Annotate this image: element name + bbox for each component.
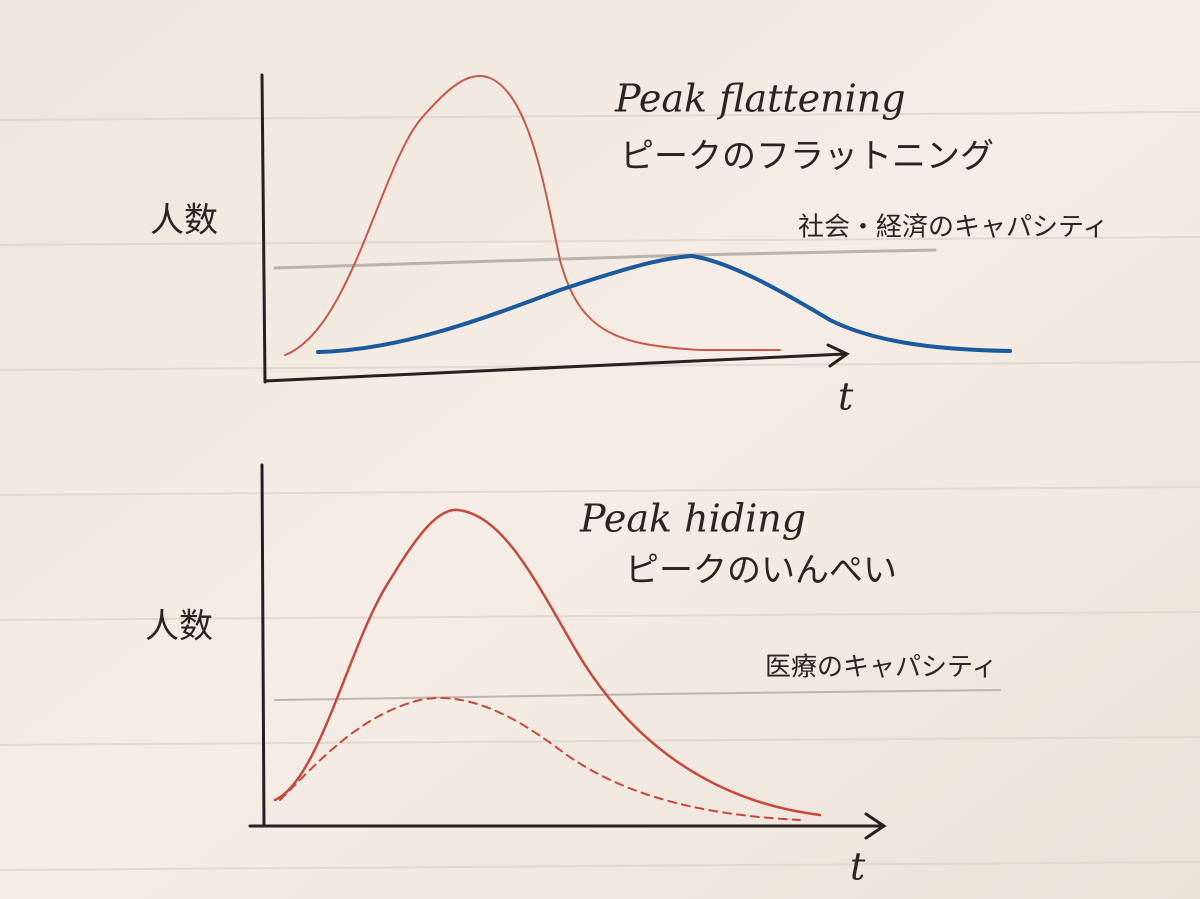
hidden-curve	[279, 697, 801, 821]
x-axis	[248, 812, 887, 840]
x-axis	[263, 343, 850, 383]
y-axis	[260, 463, 266, 828]
y-label: 人数	[145, 607, 213, 647]
y-axis	[260, 73, 267, 384]
panel-subtitle: ピークのフラットニング	[620, 137, 994, 177]
capacity-label: 医療のキャパシティ	[765, 653, 997, 683]
x-label: t	[838, 375, 854, 419]
capacity-label: 社会・経済のキャパシティ	[798, 213, 1108, 243]
capacity-line	[274, 689, 1001, 701]
bottom-panel	[248, 463, 1001, 840]
panel-title: Peak flattening	[614, 77, 906, 121]
red-curve	[273, 508, 822, 817]
panel-subtitle: ピークのいんぺい	[625, 551, 897, 591]
top-panel	[260, 73, 1012, 384]
y-label: 人数	[150, 201, 218, 241]
blue-curve	[316, 253, 1012, 354]
panel-title: Peak hiding	[579, 497, 806, 541]
x-label: t	[850, 845, 866, 889]
red-curve	[284, 74, 781, 356]
